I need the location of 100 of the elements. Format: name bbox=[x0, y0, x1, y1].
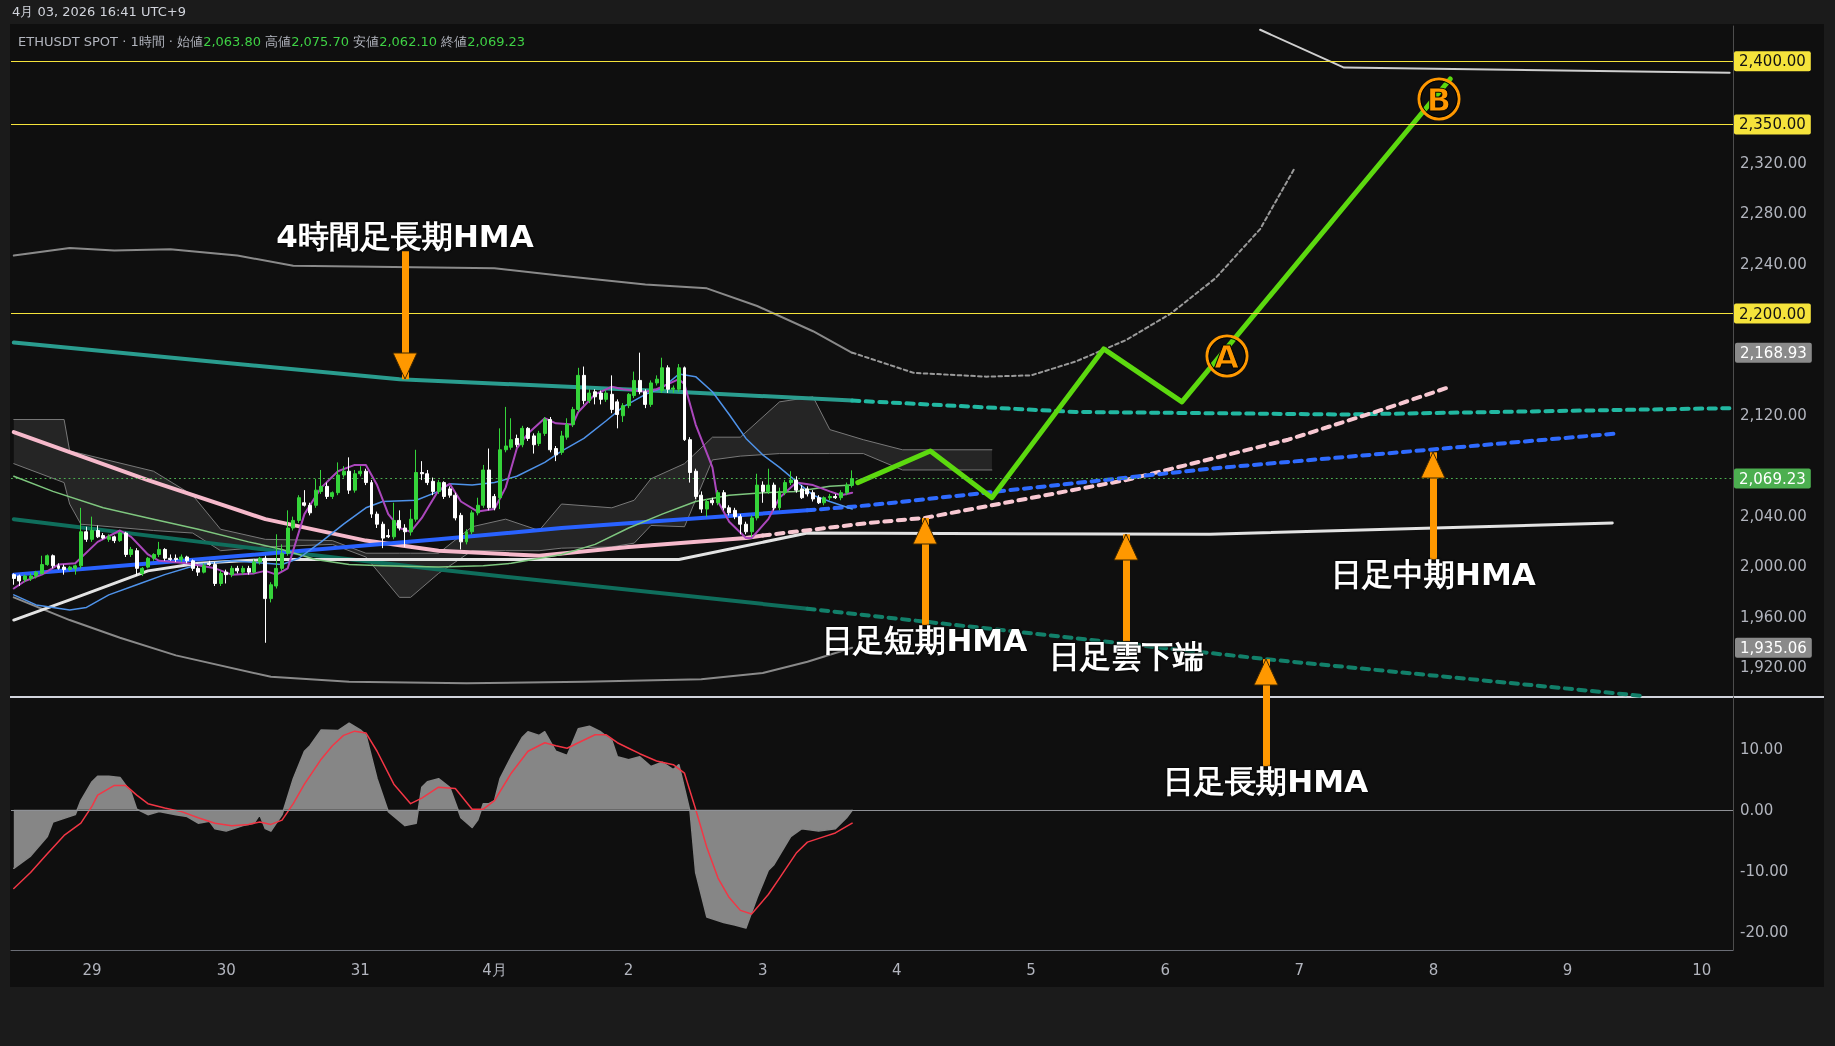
candlestick bbox=[526, 426, 530, 442]
candlestick bbox=[459, 512, 463, 550]
candlestick bbox=[683, 366, 686, 442]
y-tick-label: -20.00 bbox=[1740, 923, 1789, 942]
candlestick bbox=[705, 498, 709, 518]
candlestick bbox=[118, 531, 122, 543]
candlestick bbox=[51, 553, 55, 569]
candlestick bbox=[107, 533, 111, 543]
candlestick bbox=[828, 493, 832, 501]
candlestick bbox=[649, 379, 653, 408]
candlestick bbox=[716, 489, 720, 506]
candlestick bbox=[710, 497, 714, 506]
text: ETHUSDT SPOT · 1時間 · 始値2,063.80 高値2,075.70 安値2,062.10 終値2,069.23 bbox=[18, 34, 526, 49]
x-tick-label: 31 bbox=[350, 960, 370, 979]
candlestick bbox=[766, 468, 770, 495]
candlestick bbox=[520, 425, 524, 448]
x-tick-label: 9 bbox=[1562, 960, 1573, 979]
candlestick bbox=[79, 507, 83, 569]
candlestick bbox=[124, 531, 128, 558]
x-tick-label: 6 bbox=[1160, 960, 1170, 979]
candlestick bbox=[235, 565, 239, 574]
candlestick bbox=[833, 493, 837, 500]
candlestick bbox=[582, 366, 586, 405]
candlestick bbox=[621, 402, 625, 423]
annotation: 日足中期HMA bbox=[1331, 555, 1536, 592]
candlestick bbox=[515, 434, 519, 448]
candlestick bbox=[744, 521, 748, 535]
annotation: 4時間足長期HMA bbox=[276, 217, 534, 254]
candlestick bbox=[23, 574, 27, 583]
y-tick-label: 2,320.00 bbox=[1740, 153, 1807, 172]
candlestick bbox=[230, 565, 234, 578]
y-tick-label: 1,960.00 bbox=[1740, 607, 1807, 626]
candlestick bbox=[129, 546, 133, 558]
candlestick bbox=[811, 489, 815, 502]
candlestick bbox=[370, 479, 373, 519]
candlestick bbox=[392, 502, 396, 540]
candlestick bbox=[325, 482, 329, 500]
candlestick bbox=[442, 480, 446, 500]
candlestick bbox=[90, 516, 94, 543]
candlestick bbox=[498, 427, 502, 510]
candlestick bbox=[336, 461, 340, 496]
candlestick bbox=[465, 528, 468, 545]
candlestick bbox=[403, 523, 407, 548]
x-tick-label: 30 bbox=[216, 960, 236, 979]
candlestick bbox=[431, 477, 435, 496]
candlestick bbox=[202, 562, 206, 574]
candlestick bbox=[213, 561, 217, 587]
ref-line-label: 2,200.00 bbox=[1739, 304, 1806, 323]
y-tick-label: 2,000.00 bbox=[1740, 557, 1807, 576]
ref-line-label: 2,069.23 bbox=[1739, 469, 1806, 488]
candlestick bbox=[761, 480, 765, 504]
candlestick bbox=[241, 565, 245, 576]
line-series bbox=[850, 398, 1732, 417]
candlestick bbox=[375, 511, 379, 529]
line-series bbox=[851, 168, 1295, 378]
candlestick bbox=[554, 445, 558, 462]
candlestick bbox=[789, 470, 793, 486]
annotation: 日足長期HMA bbox=[1163, 762, 1369, 799]
candlestick bbox=[146, 556, 150, 569]
candlestick bbox=[548, 416, 552, 453]
line-series bbox=[13, 475, 853, 568]
candlestick bbox=[347, 456, 351, 495]
candlestick bbox=[671, 384, 675, 394]
candlestick bbox=[140, 566, 144, 577]
candlestick bbox=[817, 494, 821, 505]
ref-line-label: 2,400.00 bbox=[1739, 52, 1806, 71]
y-tick-label: 0.00 bbox=[1740, 801, 1774, 820]
line-series bbox=[11, 517, 810, 611]
y-tick-label: 1,935.06 bbox=[1740, 639, 1807, 658]
candlestick bbox=[778, 487, 781, 511]
candlestick bbox=[688, 436, 692, 484]
candlestick bbox=[297, 494, 301, 524]
x-tick-label: 2 bbox=[623, 960, 634, 979]
line-series bbox=[11, 430, 765, 558]
y-tick-label: -10.00 bbox=[1740, 862, 1789, 881]
candlestick bbox=[794, 475, 798, 494]
candlestick bbox=[135, 547, 139, 577]
x-tick-label: 10 bbox=[1692, 960, 1712, 979]
candlestick bbox=[587, 388, 591, 404]
y-tick-label: 2,240.00 bbox=[1740, 254, 1807, 273]
x-tick-label: 4 bbox=[892, 960, 902, 979]
x-tick-label: 5 bbox=[1026, 960, 1036, 979]
line-series bbox=[12, 596, 854, 685]
candlestick bbox=[593, 388, 597, 405]
candlestick bbox=[112, 535, 116, 544]
annotation: 日足雲下端 bbox=[1048, 637, 1204, 674]
candlestick bbox=[185, 555, 189, 564]
candlestick bbox=[666, 364, 670, 394]
candlestick bbox=[330, 490, 334, 500]
line-series bbox=[13, 453, 993, 598]
candlestick bbox=[179, 553, 183, 563]
candlestick bbox=[174, 553, 178, 563]
y-tick-label: 2,168.93 bbox=[1740, 344, 1807, 363]
y-tick-label: 10.00 bbox=[1740, 740, 1783, 759]
x-tick-label: 4月 bbox=[482, 960, 507, 979]
candlestick bbox=[207, 560, 211, 567]
candlestick bbox=[604, 390, 608, 403]
candlestick bbox=[57, 562, 60, 571]
x-tick-label: 29 bbox=[82, 960, 102, 979]
candlestick bbox=[783, 479, 787, 496]
